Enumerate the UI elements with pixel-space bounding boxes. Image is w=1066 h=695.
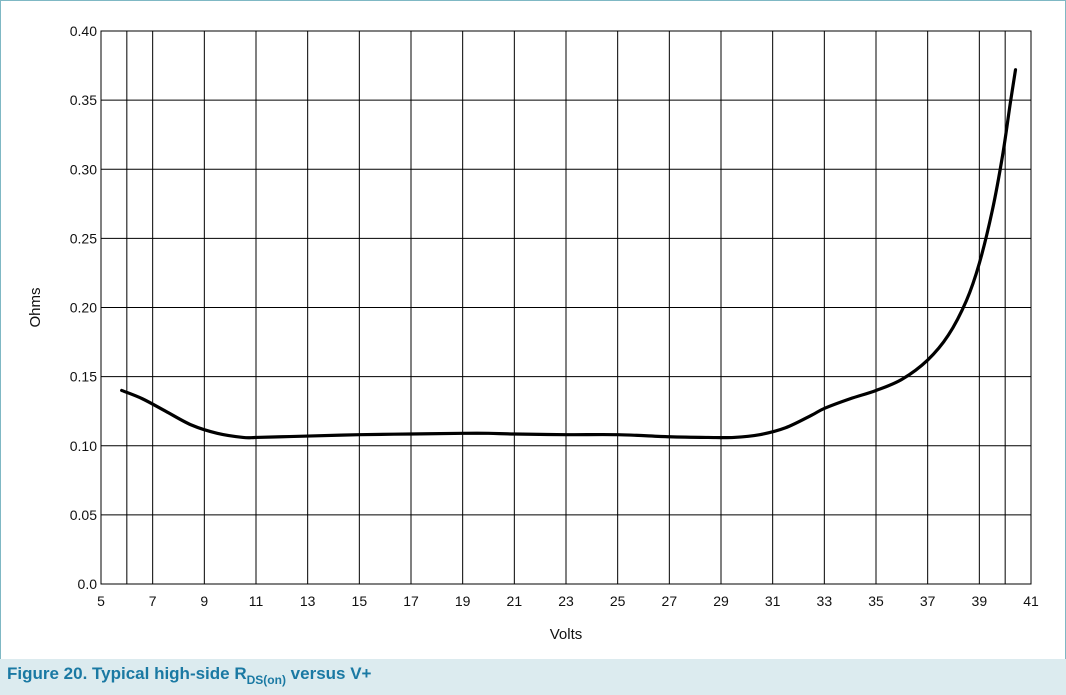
rdson-curve <box>120 68 1018 440</box>
caption-subscript: DS(on) <box>246 673 286 687</box>
x-tick-label: 29 <box>713 593 729 609</box>
x-tick-label: 39 <box>972 593 988 609</box>
x-tick-label: 5 <box>97 593 105 609</box>
y-tick-label: 0.05 <box>70 507 97 523</box>
x-tick-label: 21 <box>507 593 523 609</box>
x-tick-label: 19 <box>455 593 471 609</box>
x-tick-label: 15 <box>352 593 368 609</box>
y-tick-label: 0.0 <box>78 576 98 592</box>
x-tick-label: 13 <box>300 593 316 609</box>
y-tick-label: 0.10 <box>70 438 97 454</box>
x-tick-labels: 5 7 9 11 13 15 17 19 21 23 25 27 29 31 33 35 37 39 41 <box>97 593 1039 609</box>
y-tick-label: 0.35 <box>70 92 97 108</box>
x-tick-label: 33 <box>817 593 833 609</box>
y-tick-label: 0.40 <box>70 23 97 39</box>
x-tick-label: 23 <box>558 593 574 609</box>
x-tick-label: 37 <box>920 593 936 609</box>
chart: 5 7 9 11 13 15 17 19 21 23 25 27 29 31 33 35 37 39 41 0.00… <box>27 23 1039 643</box>
x-tick-label: 25 <box>610 593 626 609</box>
caption-suffix: versus V+ <box>285 664 372 683</box>
x-tick-label: 27 <box>662 593 678 609</box>
x-tick-label: 17 <box>403 593 419 609</box>
caption-prefix: Figure 20. Typical high-side R <box>7 664 247 683</box>
y-tick-label: 0.25 <box>70 230 97 246</box>
x-tick-label: 7 <box>149 593 157 609</box>
plot-border <box>100 30 1032 585</box>
y-tick-labels: 0.0 0.05 0.10 0.15 0.20 0.25 0.30 0.35 0.40 <box>70 23 97 592</box>
x-tick-label: 41 <box>1023 593 1039 609</box>
x-tick-label: 11 <box>249 593 264 609</box>
y-axis-title: Ohms <box>27 287 44 327</box>
y-tick-label: 0.15 <box>70 369 97 385</box>
y-tick-label: 0.30 <box>70 161 97 177</box>
x-tick-label: 31 <box>765 593 781 609</box>
x-tick-label: 9 <box>200 593 208 609</box>
x-axis-title: Volts <box>550 626 583 643</box>
figure-caption: Figure 20. Typical high-side RDS(on) ver… <box>0 659 1066 695</box>
y-tick-label: 0.20 <box>70 300 97 316</box>
x-tick-label: 35 <box>868 593 884 609</box>
